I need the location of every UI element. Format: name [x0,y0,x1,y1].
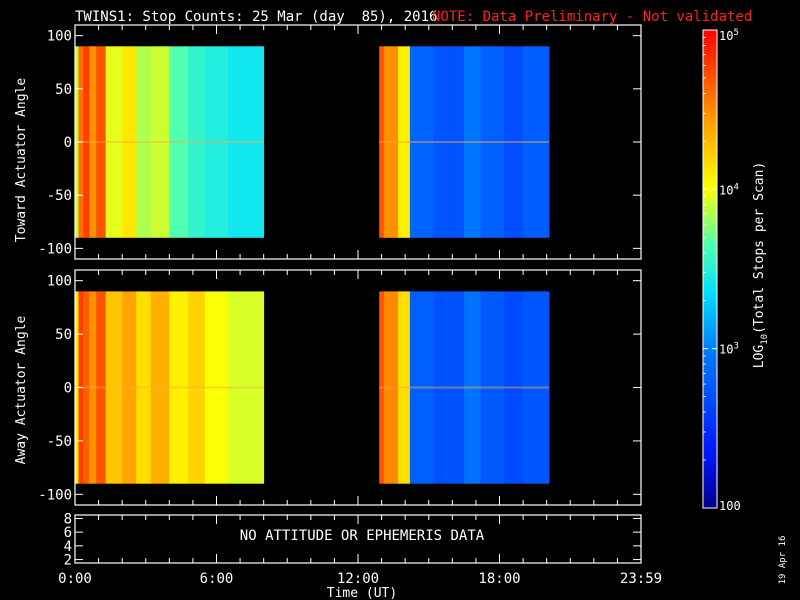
heatmap-cell [504,46,524,238]
heatmap-cell [464,291,481,484]
y-tick-label: 6 [64,525,72,541]
y-tick-label: 2 [64,553,72,569]
chart-title: TWINS1: Stop Counts: 25 Mar (day 85), 20… [75,9,437,25]
heatmap-cell [383,291,399,484]
colorbar-label-prefix: LOG [752,345,767,369]
x-tick-label: 18:00 [478,571,520,587]
heatmap-cell [83,46,90,238]
heatmap-cell [523,291,550,484]
heatmap-cell [136,291,151,484]
heatmap-cell [89,291,97,484]
heatmap-cell [122,46,137,238]
x-tick-label: 0:00 [58,571,92,587]
x-tick-label: 6:00 [200,571,234,587]
heatmap-cell [480,46,505,238]
y-tick-label: -100 [38,241,72,257]
y-tick-label: 100 [47,274,72,290]
heatmap-cell [464,46,481,238]
y-tick-label: 50 [55,327,72,343]
y-tick-label: 8 [64,511,72,527]
heatmap-cell [398,291,411,484]
heatmap-cell [383,46,399,238]
heatmap-cell [204,291,229,484]
heatmap-cell [523,46,550,238]
heatmap-cell [379,291,385,484]
no-data-message: NO ATTITUDE OR EPHEMERIS DATA [240,528,485,544]
away-y-axis-label: Away Actuator Angle [14,315,29,464]
y-tick-label: -100 [38,487,72,503]
heatmap-cell [480,291,505,484]
y-tick-label: 0 [64,381,72,397]
heatmap-cell [150,46,170,238]
colorbar-tick-label: 104 [719,182,739,197]
heatmap-cell [433,46,465,238]
colorbar-tick-label: 105 [719,28,739,43]
y-tick-label: -50 [47,434,72,450]
heatmap-cell [83,291,90,484]
heatmap-cell [105,291,123,484]
heatmap-cell [504,291,524,484]
toward-actuator-panel: 100 50 0 -50 -100 [38,24,642,260]
heatmap-cell [188,291,206,484]
y-tick-label: 4 [64,539,72,555]
colorbar-label-suffix: (Total Stops per Scan) [752,162,767,334]
heatmap-cell [379,46,385,238]
x-axis-label: Time (UT) [327,586,397,600]
toward-y-axis-label: Toward Actuator Angle [14,78,29,243]
heatmap-cell [96,291,106,484]
heatmap-cell [89,46,97,238]
y-tick-label: 100 [47,29,72,45]
heatmap-cell [433,291,465,484]
heatmap-cell [105,46,123,238]
x-tick-label: 12:00 [337,571,379,587]
y-tick-label: 0 [64,135,72,151]
colorbar-tick-label: 103 [719,342,739,357]
y-tick-label: -50 [47,188,72,204]
colorbar-label: LOG10(Total Stops per Scan) [752,162,770,369]
colorbar-label-subscript: 10 [760,334,770,345]
heatmap-cell [188,46,206,238]
colorbar: 105 104 103 100 [702,28,741,513]
heatmap-cell [122,291,137,484]
date-stamp: 19 Apr 16 [778,536,788,585]
colorbar-gradient [702,29,718,509]
heatmap-cell [150,291,170,484]
heatmap-cell [228,291,265,484]
heatmap-cell [169,291,189,484]
y-tick-label: 50 [55,82,72,98]
heatmap-cell [136,46,151,238]
heatmap-cell [409,46,434,238]
away-actuator-panel: 100 50 0 -50 -100 [38,269,642,506]
heatmap-cell [228,46,265,238]
x-tick-label: 23:59 [620,571,662,587]
colorbar-tick-label: 100 [719,499,741,513]
heatmap-cell [409,291,434,484]
preliminary-note: NOTE: Data Preliminary - Not validated [432,9,752,25]
heatmap-cell [169,46,189,238]
heatmap-cell [96,46,106,238]
heatmap-cell [204,46,229,238]
heatmap-cell [398,46,411,238]
